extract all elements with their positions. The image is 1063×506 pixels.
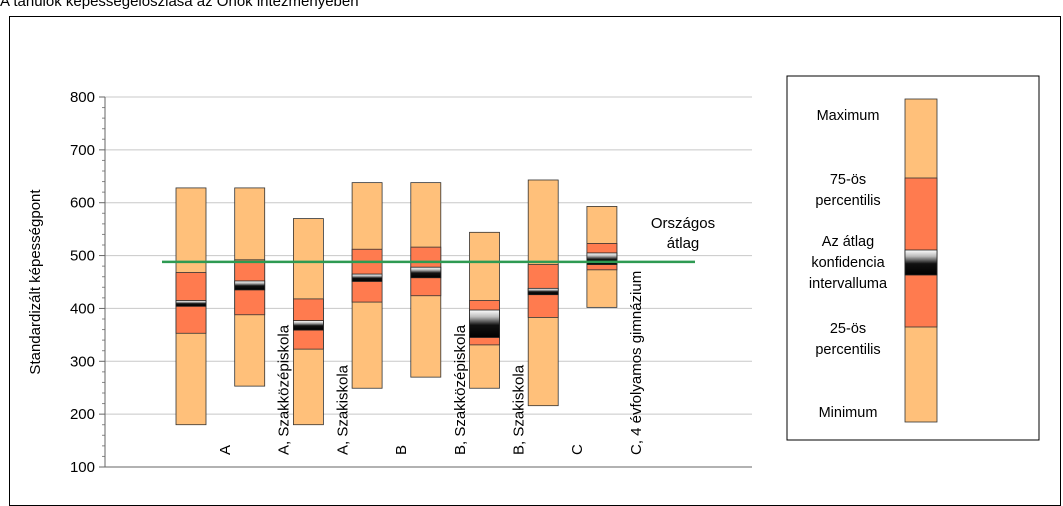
box-5 [469,231,500,389]
category-label: B, Szakközépiskola [452,324,469,455]
category-label: A, Szakközépiskola [276,324,293,455]
y-tick-label: 500 [70,248,95,265]
legend-label-ci: Az átlag [822,234,874,250]
legend-label-ci: konfidencia [811,255,885,271]
legend-label-minimum: Minimum [819,405,878,421]
y-tick-label: 700 [70,142,95,159]
legend-label-ci: intervalluma [809,276,888,292]
y-axis: 100 200 300 400 500 600 700 800 Standardizált ké… [27,89,752,476]
category-label: B, Szakiskola [511,364,528,455]
box-ci [175,300,207,307]
category-label: A, Szakiskola [334,364,351,455]
category-label: C, 4 évfolyamos gimnázium [628,271,645,455]
box-ci [410,266,442,279]
box-7 [586,206,618,308]
y-tick-label: 800 [70,89,95,106]
box-3 [351,182,383,389]
box-1 [234,187,266,387]
y-axis-title: Standardizált képességpont [27,189,44,375]
category-label: C [569,444,586,455]
national-average-label: átlag [667,235,700,252]
box-6 [527,179,559,407]
box-ci [351,273,383,282]
box-ci [234,280,266,291]
y-tick-label: 200 [70,406,95,423]
box-ci [292,320,324,331]
legend-swatch-ci [904,249,938,276]
legend-label-p25: 25-ös [830,321,866,337]
y-tick-label: 600 [70,195,95,212]
box-ci [527,287,559,296]
legend-label-maximum: Maximum [817,108,880,124]
boxes: Országos átlag [162,179,715,426]
box-2 [292,218,324,426]
box-ci [469,309,500,338]
y-tick-label: 400 [70,300,95,317]
legend: Maximum 75-ös percentilis Az átlag konfidenc… [786,75,1040,441]
category-labels: A A, Szakközépiskola A, Szakiskola B B, Szak… [217,271,645,455]
category-label: B [393,445,410,455]
page-title: A tanulók képességeloszlása az Önök inté… [0,0,359,10]
national-average-label: Országos [651,215,715,232]
box-0 [175,187,207,426]
category-label: A [217,445,234,455]
box-4 [410,182,442,378]
y-tick-label: 100 [70,459,95,476]
legend-label-p75: percentilis [815,193,880,209]
legend-label-p25: percentilis [815,342,880,358]
box-ci [586,252,618,265]
legend-label-p75: 75-ös [830,172,866,188]
y-tick-label: 300 [70,353,95,370]
